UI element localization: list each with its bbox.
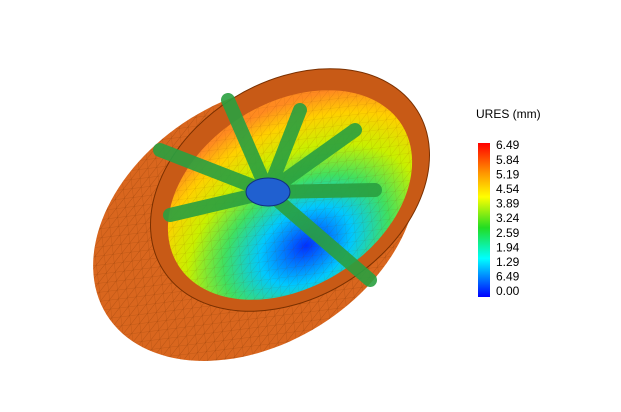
wheel [93, 68, 430, 361]
legend-title: URES (mm) [476, 107, 541, 121]
legend-label: 0.00 [496, 284, 520, 298]
legend-label: 6.49 [496, 138, 520, 152]
color-bar [478, 143, 490, 297]
spoke [261, 185, 377, 287]
legend-label: 5.84 [496, 153, 520, 167]
legend-label: 1.94 [496, 240, 520, 254]
legend-label: 3.89 [496, 197, 520, 211]
hub [245, 177, 291, 207]
legend-label: 2.59 [496, 226, 520, 240]
color-legend: URES (mm) 6.495.845.194.543.893.242.591.… [476, 107, 541, 298]
legend-label: 1.29 [496, 255, 520, 269]
legend-label: 3.24 [496, 211, 520, 225]
spoke [221, 93, 275, 199]
legend-label: 5.19 [496, 167, 520, 181]
legend-label: 4.54 [496, 182, 520, 196]
legend-label: 6.49 [496, 270, 520, 284]
